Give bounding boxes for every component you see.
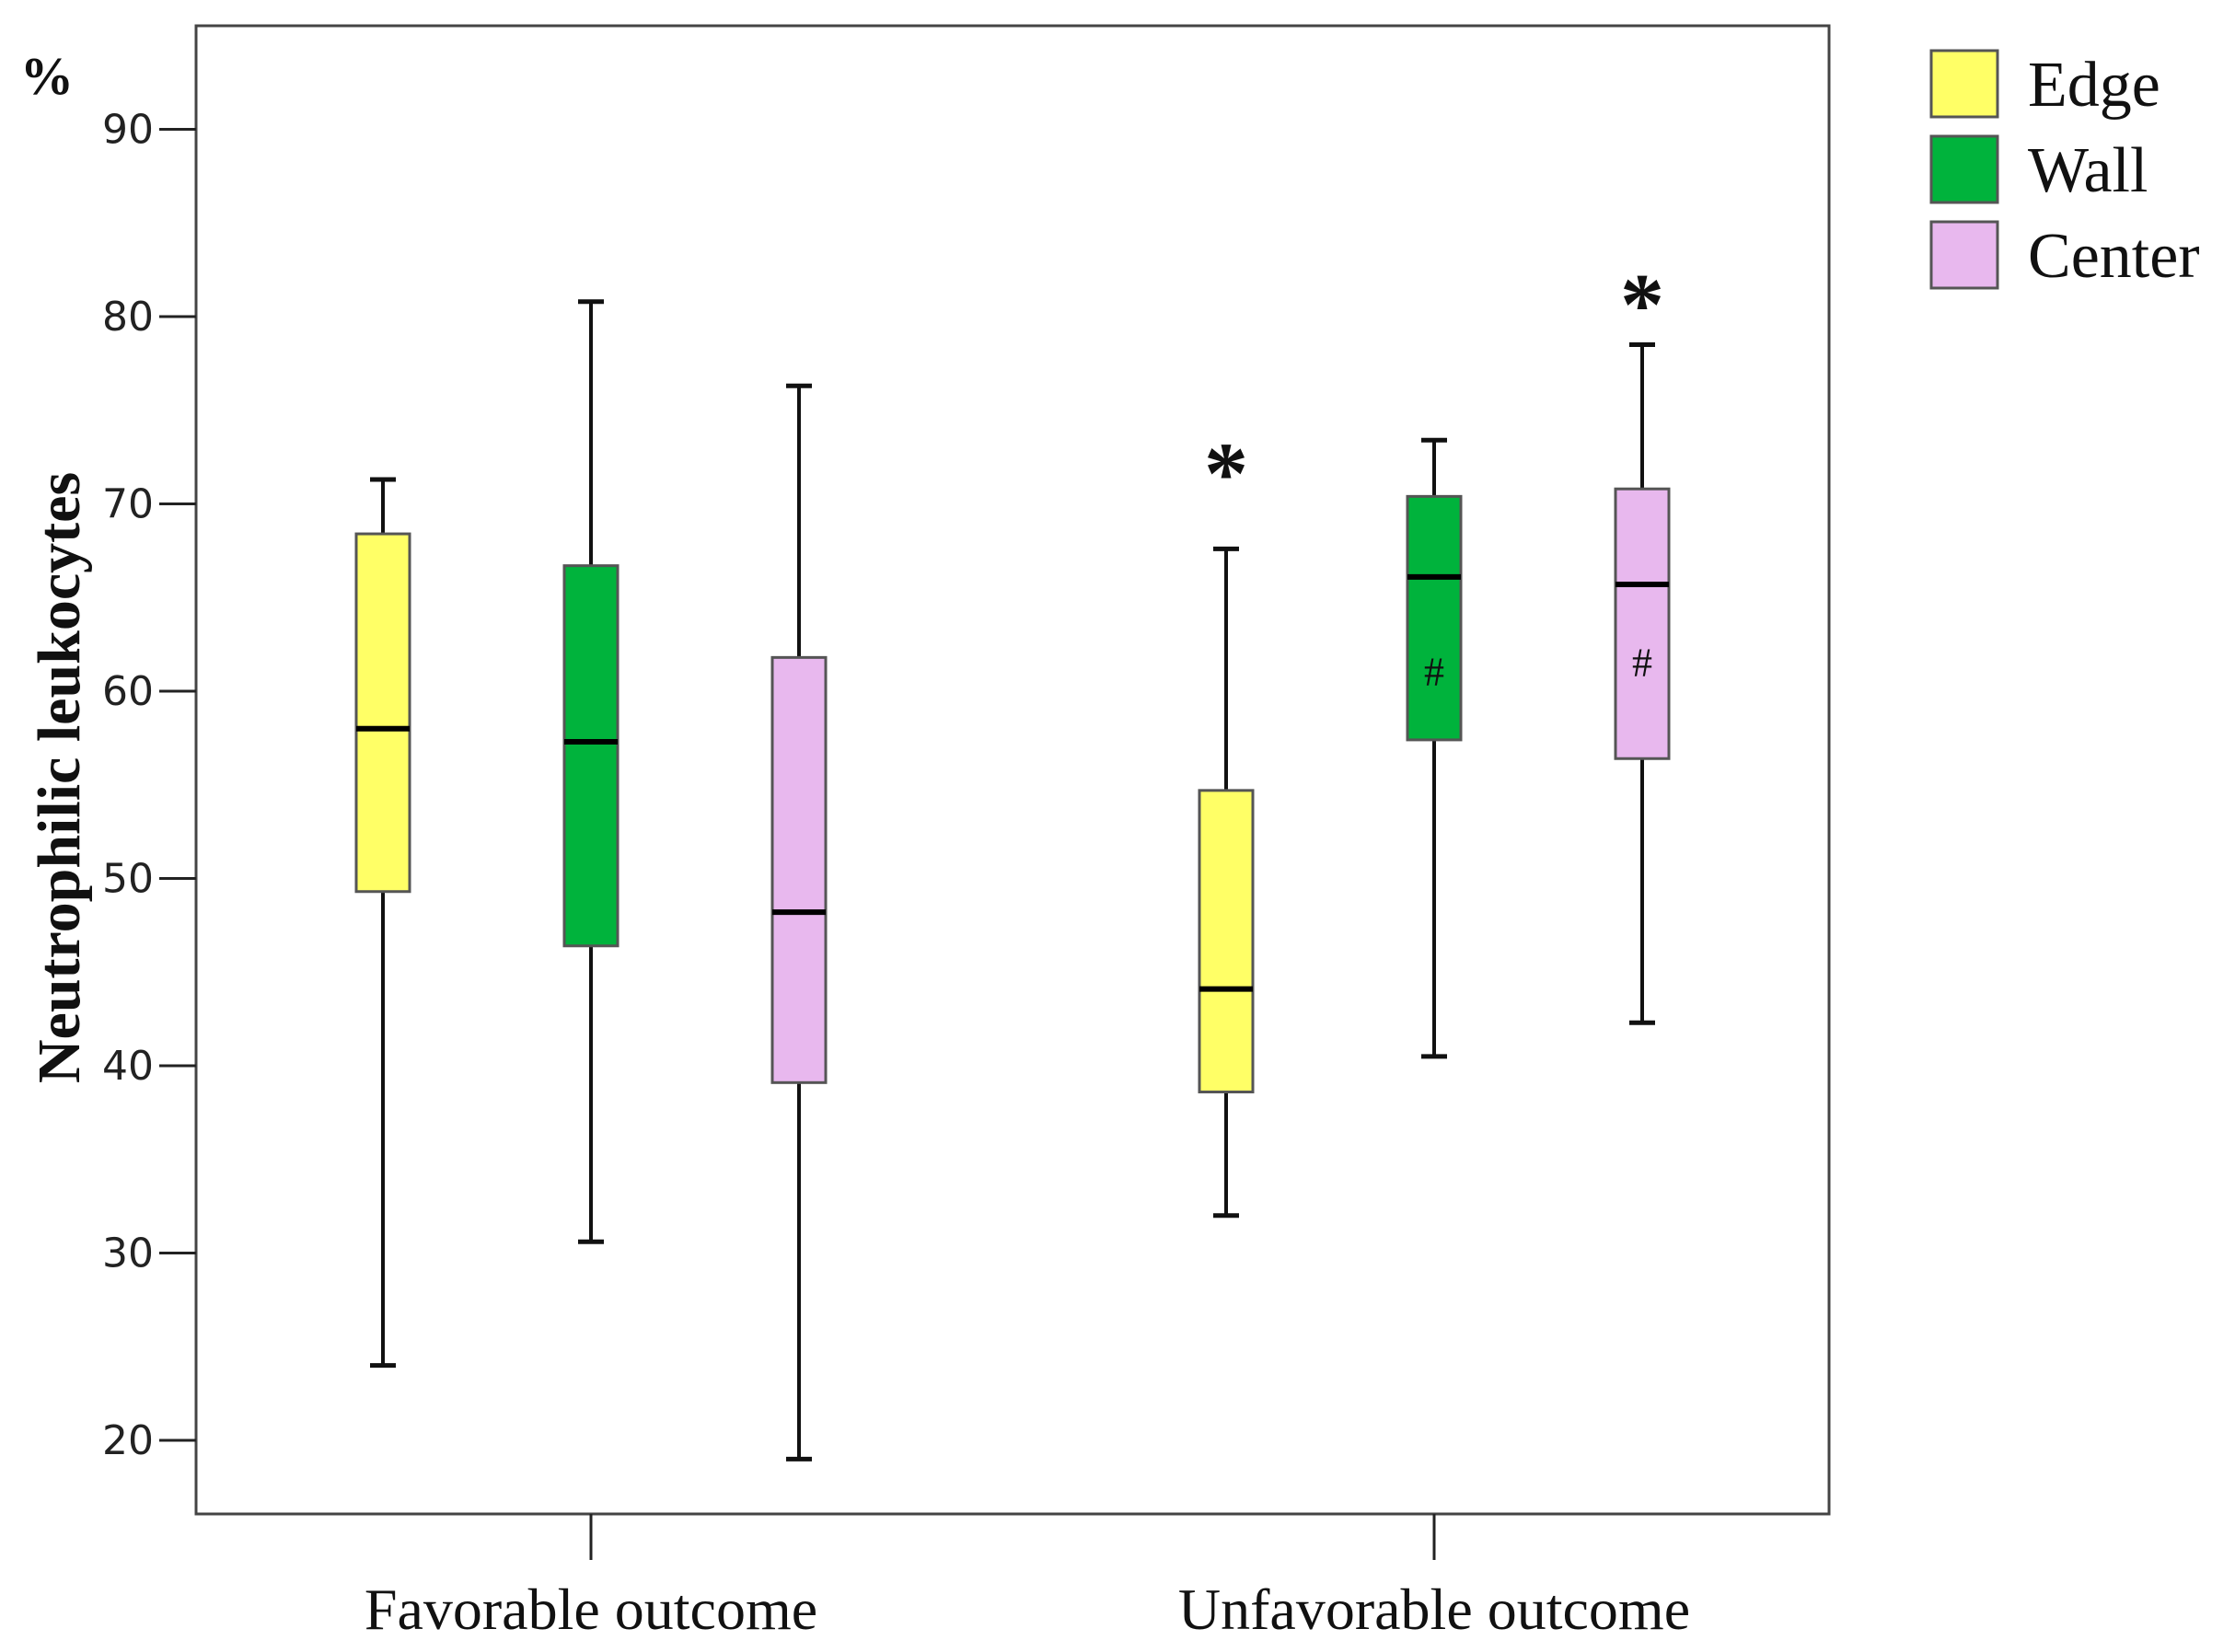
y-tick-label: 40: [102, 1043, 154, 1090]
plot-area: * * # #: [354, 256, 1671, 1461]
iqr-box: [1406, 494, 1463, 742]
y-tick-label: 90: [102, 107, 154, 154]
legend-label-edge: Edge: [2028, 50, 2160, 121]
y-tick-label: 70: [102, 481, 154, 528]
iqr-box: [1614, 487, 1671, 760]
plot-frame: [194, 24, 1831, 1516]
box-edge-unfavorable: [1198, 546, 1255, 1219]
y-tick-label: 20: [102, 1417, 154, 1464]
significance-star: *: [1620, 256, 1664, 354]
legend-swatch-center: [1929, 220, 1999, 290]
y-tick-label: 80: [102, 294, 154, 341]
y-axis-title: Neutrophilic leukocytes: [26, 472, 93, 1083]
box-wall-favorable: [562, 299, 620, 1244]
y-unit-label: %: [20, 46, 74, 106]
y-tick-label: 60: [102, 668, 154, 715]
box-wall-unfavorable: [1406, 437, 1463, 1059]
iqr-box: [354, 532, 411, 894]
box-edge-favorable: [354, 477, 411, 1369]
legend-swatch-wall: [1929, 134, 1999, 204]
y-tick-label: 30: [102, 1230, 154, 1277]
box-center-favorable: [770, 383, 828, 1461]
legend-label-center: Center: [2028, 221, 2200, 292]
x-category-label: Favorable outcome: [365, 1577, 817, 1642]
significance-hash: #: [1424, 650, 1444, 695]
legend: Edge Wall Center: [1929, 49, 2200, 292]
iqr-box: [562, 564, 620, 948]
significance-hash: #: [1632, 640, 1652, 685]
iqr-box: [770, 655, 828, 1084]
x-category-label: Unfavorable outcome: [1178, 1577, 1690, 1642]
significance-star: *: [1204, 424, 1248, 523]
iqr-box: [1198, 789, 1255, 1093]
legend-label-wall: Wall: [2028, 135, 2148, 206]
y-tick-label: 50: [102, 856, 154, 903]
legend-swatch-edge: [1929, 49, 1999, 119]
box-center-unfavorable: [1614, 342, 1671, 1025]
axes: 20 30 40 50 60 70 80 90 Favorable outcome Unfavor…: [102, 24, 1831, 1642]
